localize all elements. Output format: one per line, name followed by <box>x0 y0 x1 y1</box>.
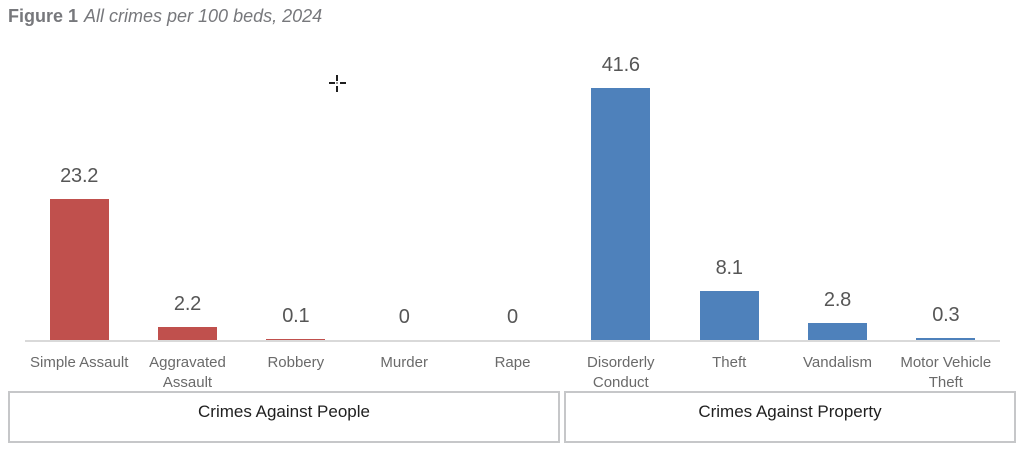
crosshair-cursor <box>326 72 349 95</box>
group-label-people: Crimes Against People <box>198 402 370 421</box>
crosshair-bottom-tick <box>336 86 338 92</box>
category-label: Disorderly Conduct <box>587 354 655 391</box>
category-label: Robbery <box>267 354 325 371</box>
crosshair-center-dot <box>336 82 338 84</box>
category-label: Rape <box>494 354 531 371</box>
crosshair-top-tick <box>336 75 338 81</box>
x-axis-line <box>25 340 1000 342</box>
bar-value-label: 8.1 <box>715 257 743 279</box>
group-box-crimes-against-property: Crimes Against Property <box>564 391 1016 443</box>
figure-title: All crimes per 100 beds, 2024 <box>84 6 323 26</box>
bar-aggravated-assault <box>158 327 217 340</box>
category-label: Motor Vehicle Theft <box>900 354 992 391</box>
bar-value-label: 23.2 <box>60 165 99 187</box>
category-label: Theft <box>712 354 747 371</box>
bar-vandalism <box>808 323 867 340</box>
bar-value-label: 0.3 <box>932 304 960 326</box>
category-label: Aggravated Assault <box>149 354 226 391</box>
bar-value-label: 0 <box>398 306 410 328</box>
bar-value-label: 41.6 <box>601 54 640 76</box>
figure-caption: Figure 1 All crimes per 100 beds, 2024 <box>8 6 322 27</box>
bar-value-label: 0.1 <box>282 305 310 327</box>
bar-value-label: 0 <box>507 306 518 328</box>
bar-robbery <box>266 339 326 340</box>
group-label-property: Crimes Against Property <box>698 402 882 421</box>
group-box-crimes-against-people: Crimes Against People <box>8 391 560 443</box>
bar-motor-vehicle-theft <box>916 338 976 340</box>
category-label: Murder <box>380 354 428 371</box>
bar-simple-assault <box>49 199 109 340</box>
bar-disorderly-conduct <box>591 88 651 340</box>
figure-label: Figure 1 <box>8 6 79 26</box>
bar-value-label: 2.8 <box>823 289 852 311</box>
category-label: Vandalism <box>803 354 872 371</box>
category-label: Simple Assault <box>29 354 129 371</box>
bar-value-label: 2.2 <box>173 293 202 315</box>
crosshair-right-tick <box>340 82 346 84</box>
bar-theft <box>699 291 759 340</box>
crosshair-left-tick <box>329 82 335 84</box>
